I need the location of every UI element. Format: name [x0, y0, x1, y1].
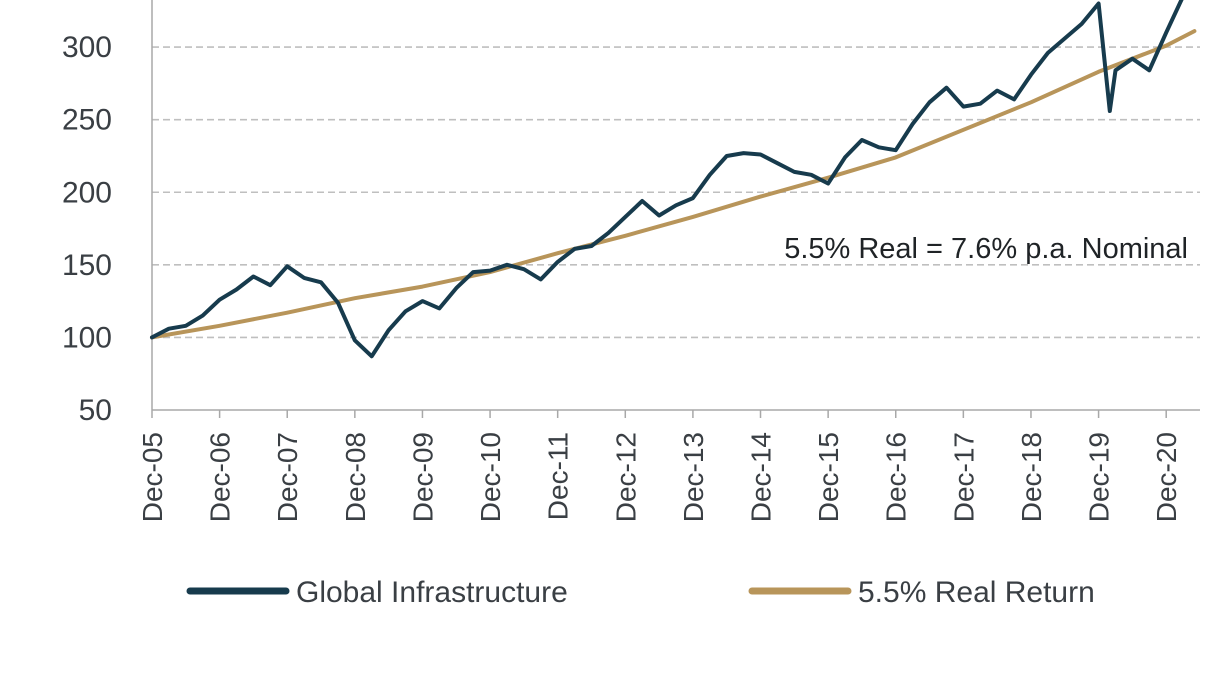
x-tick-label: Dec-07: [272, 432, 303, 522]
legend-label: Global Infrastructure: [296, 576, 568, 609]
x-tick-label: Dec-06: [205, 432, 236, 522]
x-tick-label: Dec-11: [543, 432, 574, 520]
y-tick-label: 200: [62, 176, 112, 209]
x-tick-label: Dec-12: [610, 432, 641, 522]
x-tick-label: Dec-13: [678, 432, 709, 522]
y-tick-label: 300: [62, 31, 112, 64]
x-tick-label: Dec-08: [340, 432, 371, 522]
y-tick-label: 250: [62, 104, 112, 137]
chart-annotation: 5.5% Real = 7.6% p.a. Nominal: [784, 233, 1188, 265]
series-line-0: [150, 0, 1184, 359]
axes: [151, 0, 1200, 411]
legend-label: 5.5% Real Return: [858, 576, 1095, 609]
series-lines: [150, 0, 1197, 359]
x-tick-label: Dec-16: [881, 432, 912, 522]
y-tick-label: 150: [62, 249, 112, 282]
x-tick-label: Dec-09: [407, 432, 438, 522]
y-tick-label: 100: [62, 321, 112, 354]
x-tick-label: Dec-15: [813, 432, 844, 522]
x-tick-label: Dec-20: [1151, 432, 1182, 522]
x-tick-label: Dec-05: [137, 432, 168, 522]
x-tick-label: Dec-18: [1016, 432, 1047, 522]
legend: Global Infrastructure 5.5% Real Return: [186, 576, 1095, 609]
x-tick-label: Dec-17: [948, 432, 979, 522]
x-axis-ticks: Dec-05 Dec-06 Dec-07 Dec-08 Dec-09 Dec-10 Dec-…: [137, 410, 1182, 522]
y-tick-label: 50: [79, 394, 112, 427]
x-tick-label: Dec-14: [746, 432, 777, 522]
grid-lines: [152, 46, 1200, 339]
x-tick-label: Dec-10: [475, 432, 506, 522]
x-tick-label: Dec-19: [1084, 432, 1115, 522]
y-axis-ticks: 50100150200250300350: [62, 31, 112, 427]
series-line-1: [150, 29, 1197, 340]
